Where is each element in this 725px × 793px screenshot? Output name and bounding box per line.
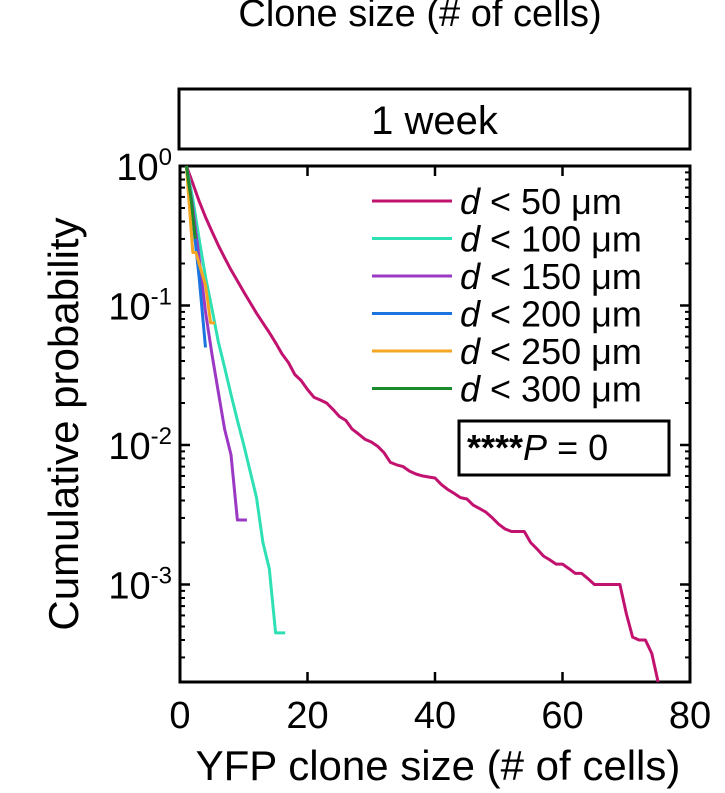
legend: d < 50 μmd < 100 μmd < 150 μmd < 200 μmd…	[372, 181, 642, 410]
x-tick-labels: 0 20 40 60 80	[169, 695, 711, 737]
series-line-6	[184, 165, 197, 240]
stat-stars: ****	[467, 427, 523, 468]
y-tick-label: 10-3	[108, 562, 172, 607]
y-minor-ticks	[180, 171, 690, 683]
series-line-3	[184, 165, 247, 522]
x-tick-label: 40	[414, 695, 456, 737]
series-line-5	[184, 165, 216, 325]
series-line-2	[184, 165, 286, 635]
stat-p-symbol: P	[523, 427, 547, 468]
legend-entry: d < 150 μm	[460, 256, 642, 297]
x-tick-label: 60	[541, 695, 583, 737]
y-tick-label: 10-1	[108, 283, 172, 328]
x-axis-label: YFP clone size (# of cells)	[196, 742, 681, 789]
stat-box	[457, 419, 671, 477]
legend-entry: d < 250 μm	[460, 331, 642, 372]
panel-title: 1 week	[371, 99, 499, 143]
legend-entry: d < 200 μm	[460, 294, 642, 335]
x-tick-label: 20	[286, 695, 328, 737]
series-lines	[184, 165, 660, 683]
x-tick-label: 80	[669, 695, 711, 737]
stat-annotation: ****P = 0	[467, 427, 608, 468]
y-axis-label: Cumulative probability	[40, 217, 87, 630]
y-tick-label: 100	[116, 144, 172, 189]
cropped-top-label: Clone size (# of cells)	[238, 0, 601, 35]
legend-entry: d < 50 μm	[460, 181, 622, 222]
y-tick-labels: 100 10-1 10-2 10-3	[108, 144, 172, 607]
stat-p-value: = 0	[547, 427, 608, 468]
axis-ticks	[178, 164, 692, 682]
x-tick-label: 0	[169, 695, 190, 737]
series-line-1	[184, 165, 660, 683]
y-tick-label: 10-2	[108, 423, 172, 468]
legend-entry: d < 100 μm	[460, 219, 642, 260]
legend-entry: d < 300 μm	[460, 369, 642, 410]
panel-title-box	[177, 87, 692, 151]
